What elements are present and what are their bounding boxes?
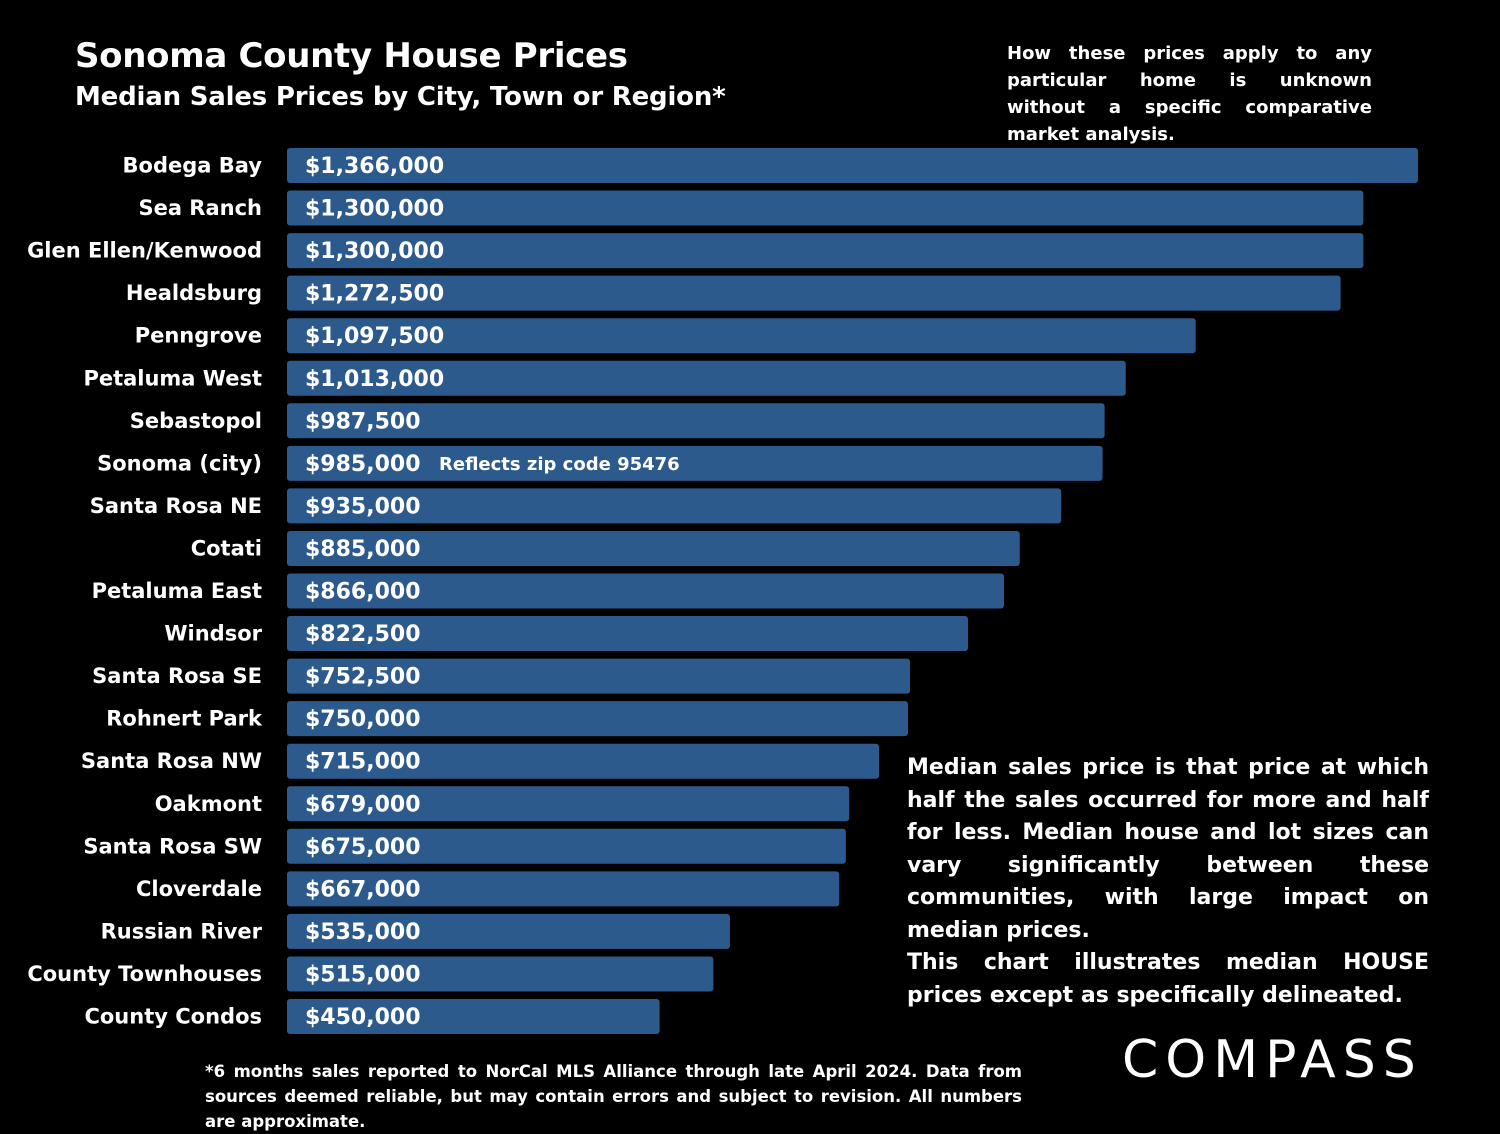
category-label-russian-river: Russian River — [101, 919, 263, 943]
bar-santa-rosa-sw — [287, 828, 846, 864]
category-label-glen-ellen-kenwood: Glen Ellen/Kenwood — [27, 239, 262, 263]
category-label-santa-rosa-ne: Santa Rosa NE — [90, 494, 262, 518]
category-label-santa-rosa-sw: Santa Rosa SW — [83, 834, 262, 858]
bar-santa-rosa-nw — [287, 743, 879, 779]
value-label-cloverdale: $667,000 — [305, 877, 421, 902]
median-definition-note: Median sales price is that price at whic… — [907, 755, 1429, 943]
bar-russian-river — [287, 913, 730, 949]
category-label-county-condos: County Condos — [84, 1005, 262, 1029]
value-label-cotati: $885,000 — [305, 537, 421, 562]
value-label-healdsburg: $1,272,500 — [305, 282, 444, 307]
disclaimer-text: How these prices apply to any particular… — [1007, 43, 1372, 145]
value-label-windsor: $822,500 — [305, 622, 421, 647]
bar-county-condos — [287, 999, 660, 1034]
category-label-petaluma-east: Petaluma East — [92, 579, 262, 603]
bar-petaluma-east — [287, 573, 1005, 609]
category-label-petaluma-west: Petaluma West — [83, 366, 262, 390]
page-subtitle: Median Sales Prices by City, Town or Reg… — [75, 82, 726, 112]
value-label-santa-rosa-se: $752,500 — [305, 665, 421, 690]
value-label-petaluma-west: $1,013,000 — [305, 367, 444, 392]
house-prices-note: This chart illustrates median HOUSE pric… — [907, 950, 1429, 1008]
value-label-russian-river: $535,000 — [305, 920, 421, 945]
category-label-bodega-bay: Bodega Bay — [123, 154, 263, 178]
bar-santa-rosa-se — [287, 658, 911, 694]
value-label-sea-ranch: $1,300,000 — [305, 197, 444, 222]
category-label-santa-rosa-nw: Santa Rosa NW — [81, 749, 262, 773]
value-label-oakmont: $679,000 — [305, 792, 421, 817]
bar-sonoma-city — [287, 445, 1103, 481]
bar-petaluma-west — [287, 360, 1126, 396]
value-label-santa-rosa-sw: $675,000 — [305, 835, 421, 860]
bar-sebastopol — [287, 403, 1105, 439]
value-label-petaluma-east: $866,000 — [305, 580, 421, 605]
value-label-santa-rosa-nw: $715,000 — [305, 750, 421, 775]
category-label-penngrove: Penngrove — [135, 324, 262, 348]
value-label-santa-rosa-ne: $935,000 — [305, 494, 421, 519]
value-label-bodega-bay: $1,366,000 — [305, 154, 444, 179]
bar-glen-ellen-kenwood — [287, 233, 1364, 269]
value-label-rohnert-park: $750,000 — [305, 707, 421, 732]
category-label-sonoma-city: Sonoma (city) — [97, 451, 262, 475]
bar-chart: Bodega Bay $1,366,000 Sea Ranch $1,300,000 G… — [27, 148, 1418, 1034]
category-label-cloverdale: Cloverdale — [136, 877, 262, 901]
footnote: *6 months sales reported to NorCal MLS A… — [205, 1062, 1022, 1131]
page-title: Sonoma County House Prices — [75, 36, 628, 76]
bar-healdsburg — [287, 275, 1341, 311]
value-label-county-townhouses: $515,000 — [305, 962, 421, 987]
value-label-sonoma-city: $985,000 — [305, 452, 421, 477]
category-label-windsor: Windsor — [164, 622, 262, 646]
value-label-glen-ellen-kenwood: $1,300,000 — [305, 239, 444, 264]
bar-oakmont — [287, 786, 850, 822]
category-label-rohnert-park: Rohnert Park — [106, 707, 263, 731]
annotation-sonoma-city: Reflects zip code 95476 — [439, 454, 680, 475]
bar-bodega-bay — [287, 148, 1418, 183]
category-label-sebastopol: Sebastopol — [130, 409, 262, 433]
bar-cotati — [287, 530, 1020, 566]
category-label-county-townhouses: County Townhouses — [27, 962, 262, 986]
value-label-sebastopol: $987,500 — [305, 409, 421, 434]
category-label-oakmont: Oakmont — [155, 792, 262, 816]
value-label-county-condos: $450,000 — [305, 1005, 421, 1030]
compass-logo: COMPASS — [1122, 1030, 1423, 1090]
category-label-healdsburg: Healdsburg — [126, 281, 262, 305]
category-label-sea-ranch: Sea Ranch — [138, 196, 262, 220]
value-label-penngrove: $1,097,500 — [305, 324, 444, 349]
bar-county-townhouses — [287, 956, 714, 992]
bar-santa-rosa-ne — [287, 488, 1062, 524]
category-label-cotati: Cotati — [191, 536, 262, 560]
bar-sea-ranch — [287, 190, 1364, 226]
bar-penngrove — [287, 318, 1196, 354]
bar-rohnert-park — [287, 701, 908, 737]
bar-windsor — [287, 616, 969, 652]
category-label-santa-rosa-se: Santa Rosa SE — [92, 664, 262, 688]
bar-cloverdale — [287, 871, 840, 907]
